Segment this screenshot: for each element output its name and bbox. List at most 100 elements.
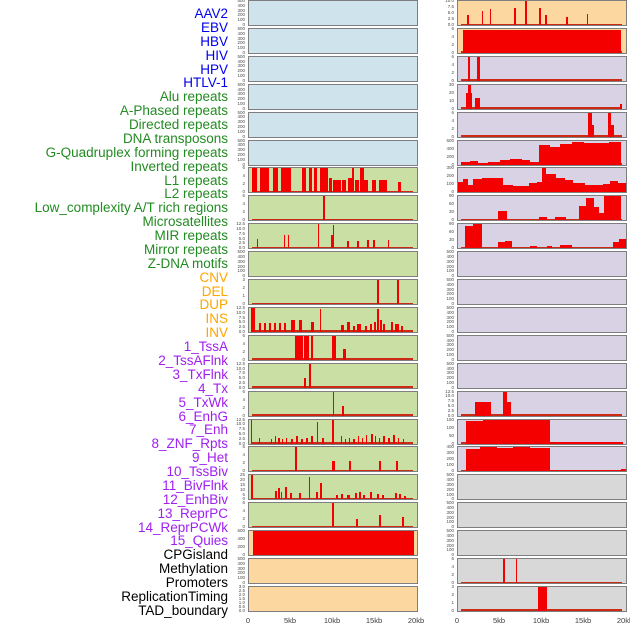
track-plot-DUP [249,587,417,611]
y-tick-label: 60 [448,201,454,207]
track-panel-L1 repeats [248,334,418,361]
signal-bar [463,179,469,193]
signal-bar [481,177,504,193]
signal-bar [309,363,312,388]
y-tick-label: 500 [446,528,454,534]
signal-bar [530,161,539,165]
y-tick-label: 500 [446,304,454,310]
y-tick-label: 7.5 [238,230,245,236]
y-tick-label: 500 [237,556,245,561]
y-tick-label: 2 [242,181,245,187]
track-label-L2 repeats: L2 repeats [164,186,228,202]
track-panel-Alu repeats [248,167,418,194]
signal-bar [619,104,622,109]
y-tick-label: 200 [237,40,245,46]
y-tick-label: 400 [446,145,454,151]
signal-bar [538,144,551,165]
y-tick-label: 0 [242,217,245,223]
track-plot-12_EnhBiv [458,364,626,388]
signal-bar [310,335,313,360]
signal-bar [591,124,595,137]
y-tick-label: 200 [237,544,245,550]
y-tick-label: 2.5 [447,407,454,413]
track-label-HTLV-1: HTLV-1 [183,75,228,91]
x-tick-label-10kb-col0: 10kb [323,616,341,625]
y-tick-label: 15 [239,481,245,487]
track-plot-11_BivFlnk [458,336,626,360]
track-panel-4_Tx [457,139,627,166]
y-tick-label: 10.0 [236,226,245,231]
x-tick-label-15kb-col0: 15kb [365,616,383,625]
signal-baseline [251,302,413,304]
signal-baseline [460,79,622,81]
y-tick-label: 30 [448,81,454,87]
signal-bar [352,168,354,193]
y-tick-label: 0 [242,552,245,558]
signal-bar [331,235,334,249]
track-plot-10_TssBiv [458,308,626,332]
track-panel-Promoters [457,530,627,557]
y-tick-label: 4 [242,340,245,346]
signal-bar [269,322,271,332]
track-label-14_ReprPCWk: 14_ReprPCWk [137,519,228,535]
signal-bar [367,239,370,249]
y-tick-label: 300 [446,537,454,543]
y-tick-label: 0 [242,77,245,83]
track-label-Promoters: Promoters [165,575,228,591]
track-label-DUP: DUP [199,297,228,313]
y-tick-label: 1.0 [238,599,245,605]
y-tick-label: 2.0 [238,591,245,597]
y-tick-label: 500 [237,25,245,31]
y-tick-label: 6 [451,556,454,561]
signal-bar [313,168,318,193]
y-tick-label: 200 [446,486,454,492]
x-tick-label-0-col1: 0 [454,616,460,625]
signal-bar [516,419,531,444]
track-plot-HBV [249,57,417,81]
signal-bar [332,391,334,416]
y-tick-label: 0 [242,356,245,362]
signal-bar [294,447,297,472]
y-tick-label: 300 [237,258,245,264]
track-label-2_TssAFlnk: 2_TssAFlnk [158,353,228,368]
track-panel-L2 repeats [248,362,418,389]
signal-bar [542,168,547,193]
signal-bar [320,168,328,193]
track-plot-2_TssAFlnk [458,84,626,109]
y-tick-label: 0 [451,77,454,83]
signal-bar [530,245,537,249]
track-label-8_ZNF_Rpts: 8_ZNF_Rpts [151,436,228,452]
y-tick-label: 100 [237,100,245,106]
track-label-A-Phased repeats: A-Phased repeats [119,103,228,119]
signal-baseline [460,414,622,416]
track-plot-EBV [249,29,417,53]
y-tick-label: 100 [446,424,454,430]
signal-bar [466,92,469,109]
signal-bar [342,180,347,193]
track-plot-TAD_boundary [458,586,626,611]
y-tick-label: 0 [242,496,245,502]
signal-bar [515,559,518,583]
signal-bar [345,438,347,444]
signal-baseline [251,469,413,472]
track-plot-14_ReprPCWk [458,419,626,444]
track-panel-HIV [248,83,418,110]
y-tick-label: 2 [451,125,454,131]
signal-bar [474,98,480,109]
signal-bar [317,224,319,249]
y-tick-label: 2.5 [447,16,454,21]
track-label-11_BivFlnk: 11_BivFlnk [162,477,228,493]
track-panel-CNV [248,530,418,557]
signal-bar [603,184,611,193]
signal-bar [503,559,505,583]
y-tick-label: 400 [446,337,454,343]
signal-baseline [251,330,413,332]
track-plot-L1 repeats [249,335,417,360]
signal-bar [371,180,376,193]
y-tick-label: 300 [446,286,454,292]
signal-bar [311,436,313,444]
signal-bar [253,531,414,556]
y-tick-label: 100 [446,379,454,385]
signal-bar [513,185,529,193]
